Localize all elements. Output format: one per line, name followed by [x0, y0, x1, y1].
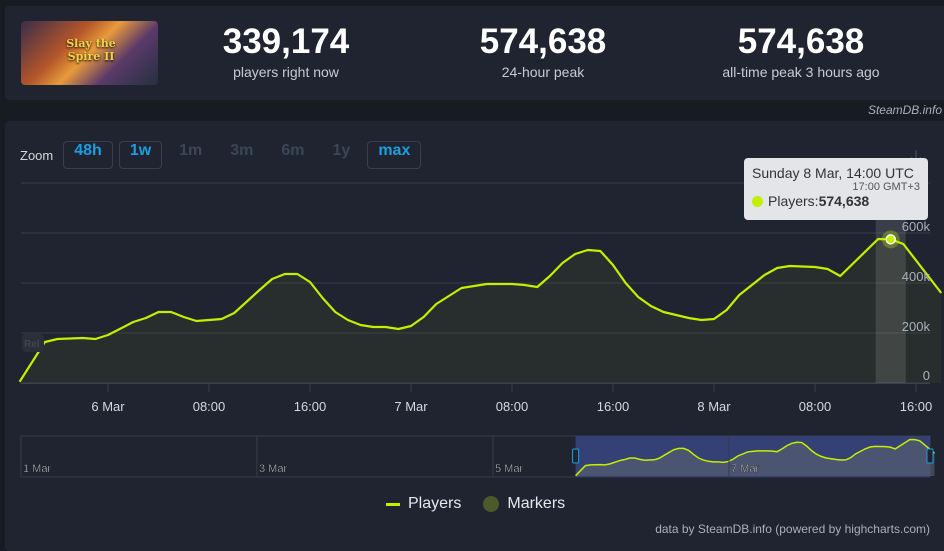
stats-header: [5, 6, 944, 100]
zoom-1m-button[interactable]: 1m: [179, 142, 203, 159]
x-tick-label: 16:00: [294, 399, 327, 414]
navigator-handle[interactable]: [926, 448, 934, 464]
navigator-handle[interactable]: [572, 448, 580, 464]
peak-point: [885, 234, 896, 245]
x-tick-label: 16:00: [597, 399, 630, 414]
tooltip-local-time: 17:00 GMT+3: [852, 181, 920, 193]
navigator-line: [575, 438, 935, 477]
zoom-bar: Zoom 48h 1w 1m 3m 6m 1y max: [20, 141, 422, 169]
zoom-label: Zoom: [20, 147, 54, 163]
source-credit[interactable]: SteamDB.info: [867, 103, 942, 117]
navigator-tick-label: 1 Mar: [23, 463, 51, 475]
stat-value: 339,174: [222, 22, 350, 61]
x-tick-label: 6 Mar: [91, 399, 125, 414]
x-tick-label: 08:00: [193, 399, 226, 414]
stat-24h-peak: 574,638 24-hour peak: [433, 22, 653, 80]
flag-label: Rel: [24, 339, 40, 350]
players-area: [19, 239, 942, 383]
tooltip-date: Sunday 8 Mar, 14:00 UTC: [752, 165, 914, 181]
y-tick-label: 200k: [902, 319, 931, 334]
navigator-tick-label: 5 Mar: [495, 463, 523, 475]
zoom-6m-button[interactable]: 6m: [281, 142, 305, 159]
x-tick-label: 16:00: [900, 399, 933, 414]
stat-value: 574,638: [737, 22, 865, 61]
players-line: [18, 237, 943, 383]
y-tick-label: 0: [923, 368, 930, 383]
y-tick-label: 600k: [902, 219, 931, 234]
chart-credit[interactable]: data by SteamDB.info (powered by highcha…: [655, 522, 930, 536]
zoom-max-button[interactable]: max: [367, 141, 422, 169]
tooltip: Sunday 8 Mar, 14:00 UTC 17:00 GMT+3 Play…: [744, 158, 928, 220]
x-tick-label: 08:00: [496, 399, 529, 414]
y-tick-label: 400k: [902, 269, 931, 284]
x-tick-label: 08:00: [799, 399, 832, 414]
game-logo: Slay the Spire II: [66, 37, 116, 63]
stat-label: all-time peak 3 hours ago: [722, 64, 880, 80]
navigator-tick-label: 3 Mar: [259, 463, 287, 475]
players-line-icon: [386, 502, 400, 506]
stat-all-time-peak: 574,638 all-time peak 3 hours ago: [691, 22, 911, 80]
zoom-1w-button[interactable]: 1w: [118, 141, 163, 169]
markers-circle-icon: [483, 496, 500, 512]
game-cover-image[interactable]: Slay the Spire II: [21, 21, 158, 85]
stat-value: 574,638: [479, 22, 607, 61]
x-tick-label: 8 Mar: [697, 399, 731, 414]
legend-markers[interactable]: Markers: [507, 495, 566, 512]
legend-players[interactable]: Players: [408, 495, 462, 512]
tooltip-value: 574,638: [818, 193, 870, 209]
navigator-tick-label: 7 Mar: [731, 463, 759, 475]
legend: Players Markers: [386, 495, 565, 513]
stat-label: 24-hour peak: [501, 64, 585, 80]
x-tick-label: 7 Mar: [394, 399, 428, 414]
tooltip-series: Players:: [768, 193, 819, 209]
stat-players-now: 339,174 players right now: [176, 22, 396, 80]
zoom-48h-button[interactable]: 48h: [63, 141, 113, 169]
navigator-area: [575, 439, 935, 476]
series-dot-icon: [752, 195, 763, 207]
zoom-1y-button[interactable]: 1y: [332, 142, 351, 159]
stat-label: players right now: [233, 64, 339, 80]
zoom-3m-button[interactable]: 3m: [230, 142, 254, 159]
flag-marker: [22, 334, 44, 352]
